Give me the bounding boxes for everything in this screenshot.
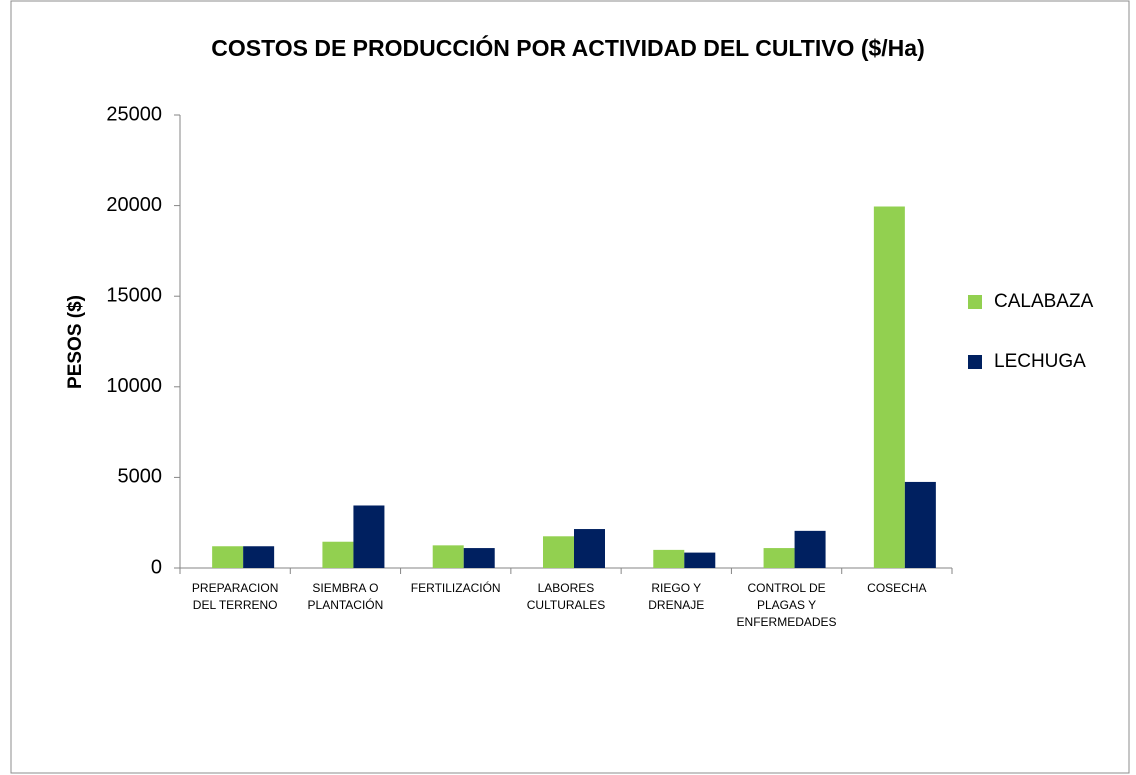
x-tick-label: COSECHA — [867, 581, 927, 595]
y-tick-label: 25000 — [106, 103, 162, 125]
bar — [243, 546, 275, 568]
bar — [353, 505, 385, 568]
x-tick-label: PREPARACION DEL TERRENO — [191, 581, 279, 612]
chart-title: COSTOS DE PRODUCCIÓN POR ACTIVIDAD DEL C… — [211, 34, 924, 61]
bar — [322, 541, 354, 568]
x-tick-label: FERTILIZACIÓN — [410, 581, 501, 595]
chart-border — [10, 0, 1130, 774]
bar — [432, 545, 464, 568]
legend-label: CALABAZA — [994, 291, 1094, 312]
y-tick-label: 15000 — [106, 284, 162, 306]
bar — [904, 481, 936, 568]
bar — [574, 529, 605, 568]
y-axis-label: PESOS ($) — [65, 295, 86, 389]
bar — [684, 552, 716, 568]
bar — [212, 546, 244, 568]
x-tick-label: CONTROL DE PLAGAS Y ENFERMEDADES — [736, 581, 837, 629]
x-tick-label: SIEMBRA O PLANTACIÓN — [307, 581, 384, 612]
y-tick-label: 0 — [151, 556, 162, 578]
bar — [543, 536, 574, 568]
bar — [873, 206, 905, 569]
bar — [763, 548, 795, 568]
x-tick-label: RIEGO Y DRENAJE — [648, 581, 705, 612]
bar — [653, 549, 685, 568]
legend-label: LECHUGA — [994, 351, 1086, 372]
y-tick-label: 10000 — [106, 375, 162, 397]
legend-swatch — [968, 295, 982, 309]
y-tick-label: 20000 — [106, 194, 162, 216]
bar — [463, 548, 495, 568]
bar — [794, 530, 826, 568]
x-tick-label: LABORES CULTURALES — [526, 581, 606, 612]
y-tick-label: 5000 — [118, 466, 163, 488]
legend-swatch — [968, 355, 982, 369]
